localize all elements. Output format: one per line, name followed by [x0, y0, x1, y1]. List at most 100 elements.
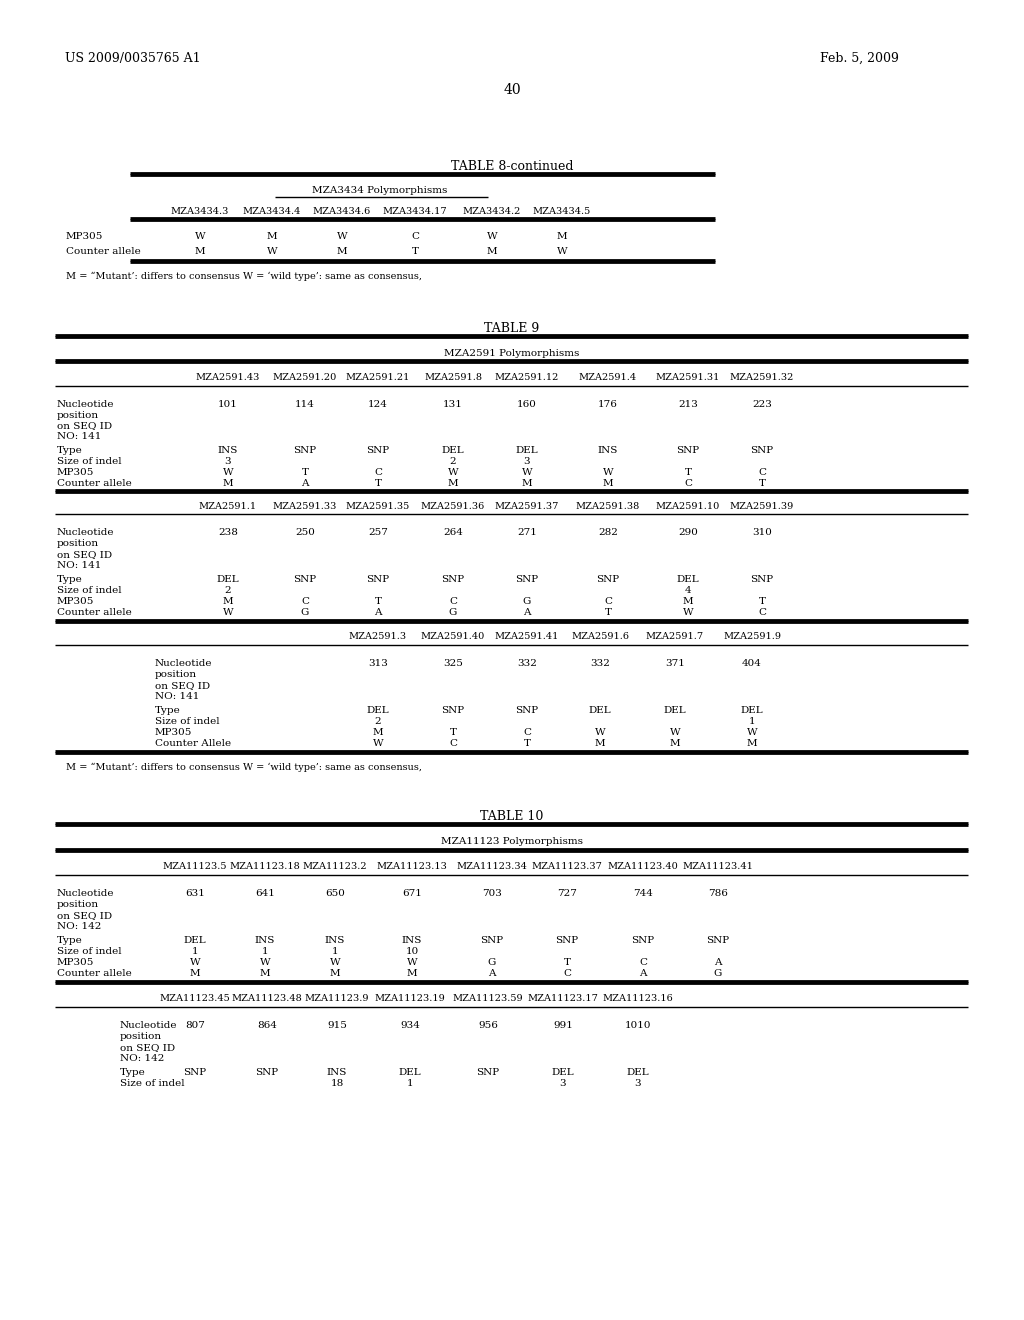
- Text: T: T: [375, 597, 382, 606]
- Text: on SEQ ID: on SEQ ID: [57, 550, 112, 558]
- Text: M: M: [595, 739, 605, 748]
- Text: MZA2591.8: MZA2591.8: [424, 374, 482, 381]
- Text: 250: 250: [295, 528, 315, 537]
- Text: MZA11123.5: MZA11123.5: [163, 862, 227, 871]
- Text: SNP: SNP: [183, 1068, 207, 1077]
- Text: 271: 271: [517, 528, 537, 537]
- Text: TABLE 8-continued: TABLE 8-continued: [451, 160, 573, 173]
- Text: M: M: [195, 247, 206, 256]
- Text: 290: 290: [678, 528, 698, 537]
- Text: 703: 703: [482, 888, 502, 898]
- Text: W: W: [486, 232, 498, 242]
- Text: INS: INS: [327, 1068, 347, 1077]
- Text: MZA2591.37: MZA2591.37: [495, 502, 559, 511]
- Text: MZA11123.13: MZA11123.13: [377, 862, 447, 871]
- Text: C: C: [563, 969, 571, 978]
- Text: MZA11123.48: MZA11123.48: [231, 994, 302, 1003]
- Text: W: W: [683, 609, 693, 616]
- Text: W: W: [746, 729, 758, 737]
- Text: NO: 141: NO: 141: [57, 432, 101, 441]
- Text: C: C: [449, 597, 457, 606]
- Text: Type: Type: [120, 1068, 145, 1077]
- Text: Nucleotide: Nucleotide: [155, 659, 213, 668]
- Text: 1: 1: [749, 717, 756, 726]
- Text: T: T: [523, 739, 530, 748]
- Text: W: W: [337, 232, 347, 242]
- Text: C: C: [374, 469, 382, 477]
- Text: Size of indel: Size of indel: [155, 717, 219, 726]
- Text: position: position: [57, 900, 99, 909]
- Text: 282: 282: [598, 528, 617, 537]
- Text: SNP: SNP: [632, 936, 654, 945]
- Text: 934: 934: [400, 1020, 420, 1030]
- Text: W: W: [447, 469, 459, 477]
- Text: SNP: SNP: [294, 446, 316, 455]
- Text: A: A: [488, 969, 496, 978]
- Text: M = “Mutant’: differs to consensus W = ‘wild type’: same as consensus,: M = “Mutant’: differs to consensus W = ‘…: [66, 272, 422, 281]
- Text: SNP: SNP: [367, 576, 389, 583]
- Text: on SEQ ID: on SEQ ID: [120, 1043, 175, 1052]
- Text: TABLE 9: TABLE 9: [484, 322, 540, 335]
- Text: MZA11123.59: MZA11123.59: [453, 994, 523, 1003]
- Text: INS: INS: [401, 936, 422, 945]
- Text: SNP: SNP: [515, 576, 539, 583]
- Text: MZA11123.19: MZA11123.19: [375, 994, 445, 1003]
- Text: Size of indel: Size of indel: [57, 586, 122, 595]
- Text: W: W: [189, 958, 201, 968]
- Text: C: C: [449, 739, 457, 748]
- Text: 1: 1: [332, 946, 338, 956]
- Text: 10: 10: [406, 946, 419, 956]
- Text: MZA2591.43: MZA2591.43: [196, 374, 260, 381]
- Text: M: M: [330, 969, 340, 978]
- Text: position: position: [155, 671, 198, 678]
- Text: M = “Mutant’: differs to consensus W = ‘wild type’: same as consensus,: M = “Mutant’: differs to consensus W = ‘…: [66, 763, 422, 772]
- Text: W: W: [260, 958, 270, 968]
- Text: MZA2591.21: MZA2591.21: [346, 374, 411, 381]
- Text: INS: INS: [218, 446, 239, 455]
- Text: SNP: SNP: [707, 936, 729, 945]
- Text: 3: 3: [224, 457, 231, 466]
- Text: Size of indel: Size of indel: [57, 946, 122, 956]
- Text: M: M: [521, 479, 532, 488]
- Text: DEL: DEL: [516, 446, 539, 455]
- Text: 864: 864: [257, 1020, 276, 1030]
- Text: DEL: DEL: [589, 706, 611, 715]
- Text: C: C: [523, 729, 531, 737]
- Text: NO: 142: NO: 142: [57, 921, 101, 931]
- Text: DEL: DEL: [441, 446, 464, 455]
- Text: MZA2591.38: MZA2591.38: [575, 502, 640, 511]
- Text: MZA2591.41: MZA2591.41: [495, 632, 559, 642]
- Text: 4: 4: [685, 586, 691, 595]
- Text: 40: 40: [503, 83, 521, 96]
- Text: Counter allele: Counter allele: [57, 969, 132, 978]
- Text: 114: 114: [295, 400, 315, 409]
- Text: MZA11123.37: MZA11123.37: [531, 862, 602, 871]
- Text: M: M: [266, 232, 278, 242]
- Text: A: A: [715, 958, 722, 968]
- Text: 160: 160: [517, 400, 537, 409]
- Text: DEL: DEL: [677, 576, 699, 583]
- Text: MZA2591.32: MZA2591.32: [730, 374, 795, 381]
- Text: Size of indel: Size of indel: [57, 457, 122, 466]
- Text: MZA11123.34: MZA11123.34: [457, 862, 527, 871]
- Text: 213: 213: [678, 400, 698, 409]
- Text: 991: 991: [553, 1020, 573, 1030]
- Text: 264: 264: [443, 528, 463, 537]
- Text: 786: 786: [708, 888, 728, 898]
- Text: C: C: [684, 479, 692, 488]
- Text: 1: 1: [407, 1078, 414, 1088]
- Text: NO: 142: NO: 142: [120, 1053, 165, 1063]
- Text: G: G: [449, 609, 457, 616]
- Text: Feb. 5, 2009: Feb. 5, 2009: [820, 51, 899, 65]
- Text: MZA3434.6: MZA3434.6: [313, 207, 371, 216]
- Text: C: C: [604, 597, 612, 606]
- Text: MZA11123.9: MZA11123.9: [305, 994, 370, 1003]
- Text: 310: 310: [752, 528, 772, 537]
- Text: Nucleotide: Nucleotide: [120, 1020, 177, 1030]
- Text: 257: 257: [368, 528, 388, 537]
- Text: Nucleotide: Nucleotide: [57, 528, 115, 537]
- Text: MZA2591.12: MZA2591.12: [495, 374, 559, 381]
- Text: W: W: [266, 247, 278, 256]
- Text: 325: 325: [443, 659, 463, 668]
- Text: C: C: [411, 232, 419, 242]
